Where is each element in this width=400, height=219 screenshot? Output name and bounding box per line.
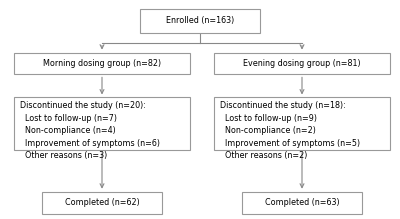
FancyBboxPatch shape [42,192,162,214]
Text: Discontinued the study (n=20):
  Lost to follow-up (n=7)
  Non-compliance (n=4)
: Discontinued the study (n=20): Lost to f… [20,101,160,160]
Text: Completed (n=62): Completed (n=62) [65,198,139,207]
FancyBboxPatch shape [14,53,190,74]
FancyBboxPatch shape [214,53,390,74]
FancyBboxPatch shape [140,9,260,33]
Text: Discontinued the study (n=18):
  Lost to follow-up (n=9)
  Non-compliance (n=2)
: Discontinued the study (n=18): Lost to f… [220,101,360,160]
FancyBboxPatch shape [242,192,362,214]
Text: Enrolled (n=163): Enrolled (n=163) [166,16,234,25]
Text: Evening dosing group (n=81): Evening dosing group (n=81) [243,59,361,68]
FancyBboxPatch shape [14,97,190,150]
FancyBboxPatch shape [214,97,390,150]
Text: Completed (n=63): Completed (n=63) [265,198,339,207]
Text: Morning dosing group (n=82): Morning dosing group (n=82) [43,59,161,68]
